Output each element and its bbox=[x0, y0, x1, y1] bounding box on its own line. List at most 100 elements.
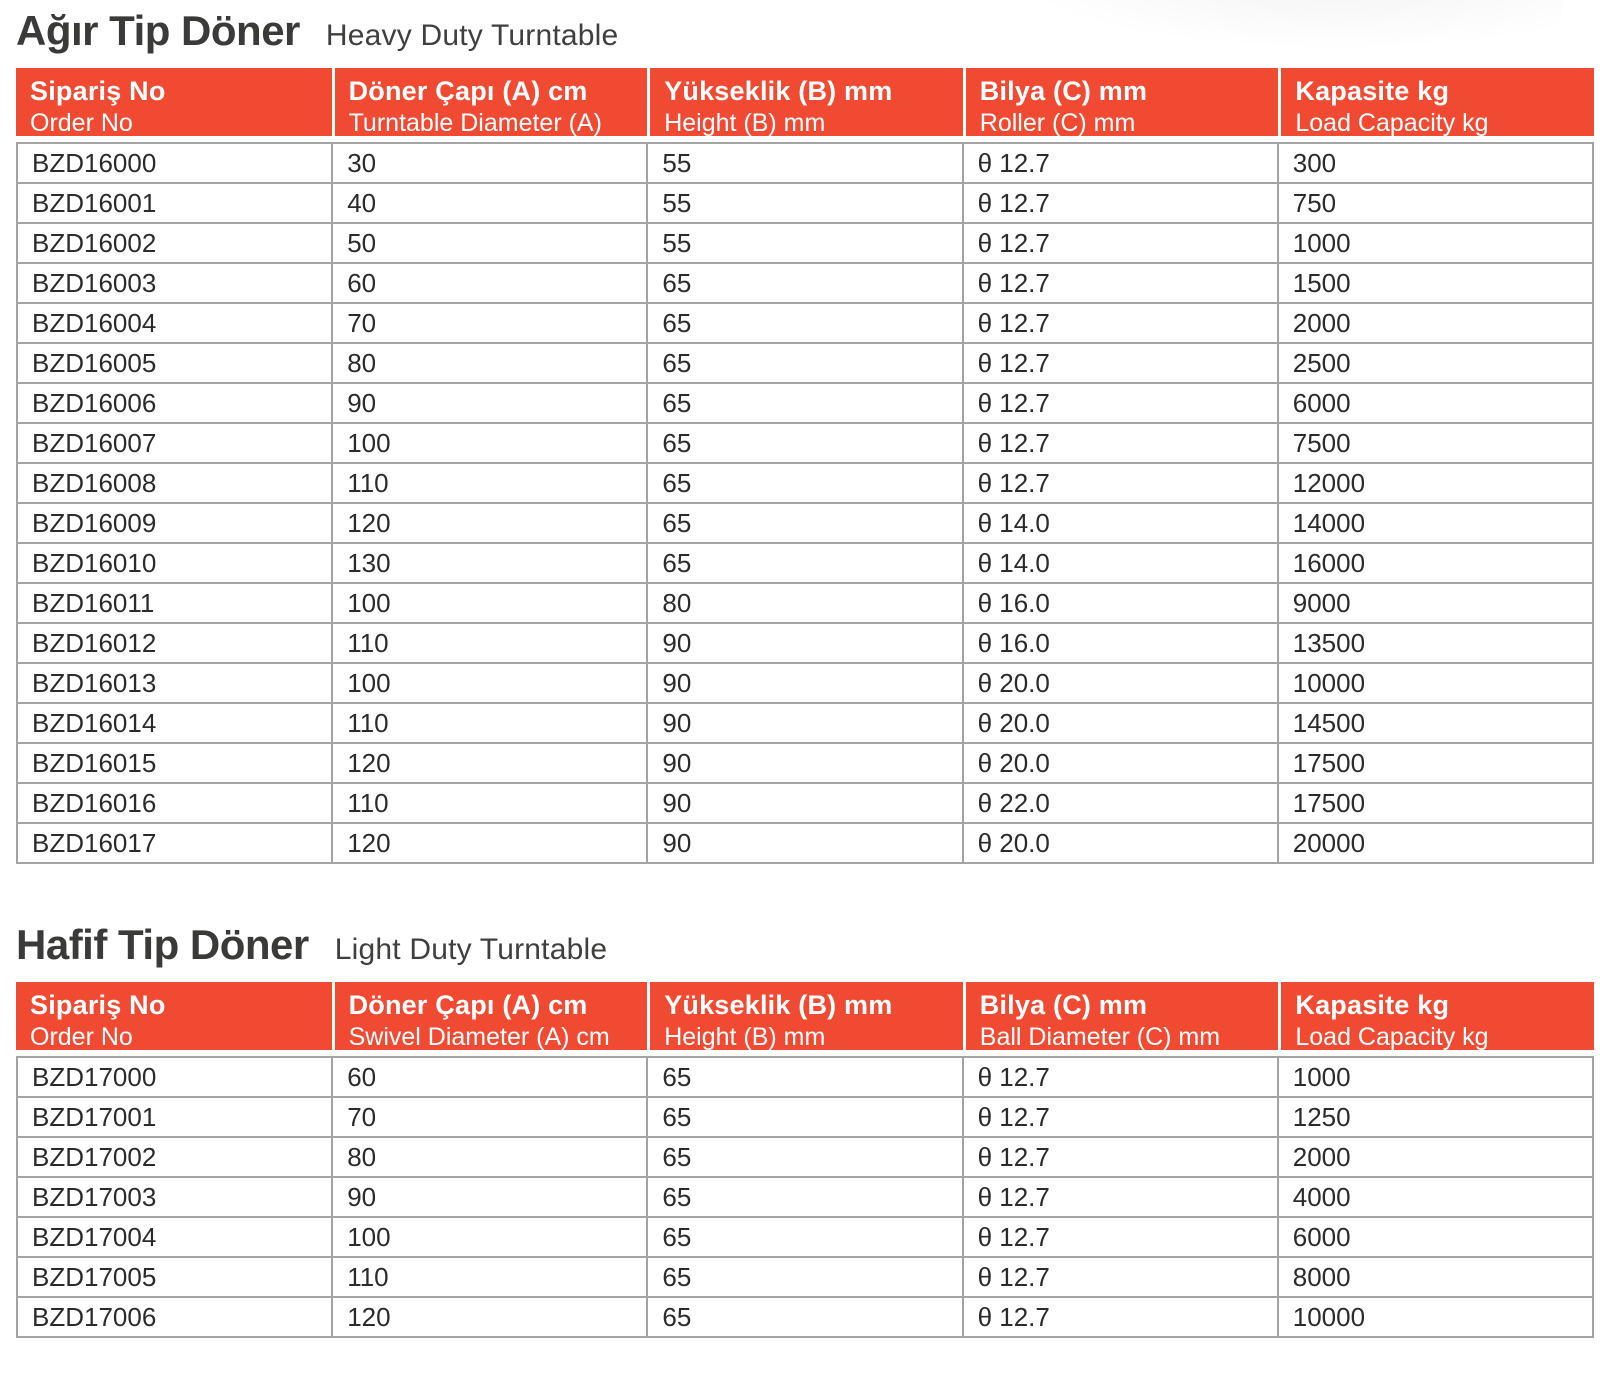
table-row: BZD16004 70 65 θ 12.7 2000 bbox=[15, 302, 1595, 345]
table-cell: 110 bbox=[331, 702, 649, 745]
table-cell: θ 22.0 bbox=[961, 782, 1279, 825]
column-header-order-no: Sipariş No Order No bbox=[16, 68, 332, 137]
table-cell: BZD17004 bbox=[15, 1216, 334, 1259]
table-cell: 120 bbox=[331, 502, 649, 545]
table-cell: θ 12.7 bbox=[961, 1056, 1279, 1099]
section-title-english: Light Duty Turntable bbox=[334, 933, 608, 967]
table-cell: 90 bbox=[331, 382, 649, 425]
table-row: BZD17004 100 65 θ 12.7 6000 bbox=[15, 1216, 1595, 1259]
table-cell: 90 bbox=[646, 702, 964, 745]
table-cell: 8000 bbox=[1276, 1256, 1595, 1299]
table-cell: 14500 bbox=[1276, 702, 1595, 745]
column-header-label-en: Turntable Diameter (A) cm bbox=[348, 108, 602, 166]
table-cell: BZD17005 bbox=[15, 1256, 334, 1299]
table-cell: 14000 bbox=[1276, 502, 1595, 545]
table-cell: 80 bbox=[331, 342, 649, 385]
table-cell: 1500 bbox=[1276, 262, 1595, 305]
column-header-label-tr: Döner Çapı (A) cm bbox=[348, 76, 588, 107]
column-header-order-no: Sipariş No Order No bbox=[16, 982, 332, 1051]
table-cell: 120 bbox=[331, 1296, 649, 1339]
column-header-label-en: Load Capacity kg bbox=[1295, 108, 1489, 137]
table-cell: BZD16012 bbox=[15, 622, 334, 665]
table-cell: BZD16011 bbox=[15, 582, 334, 625]
table-cell: θ 12.7 bbox=[961, 342, 1279, 385]
table-row: BZD16002 50 55 θ 12.7 1000 bbox=[15, 222, 1595, 265]
table-row: BZD17002 80 65 θ 12.7 2000 bbox=[15, 1136, 1595, 1179]
table-row: BZD16010 130 65 θ 14.0 16000 bbox=[15, 542, 1595, 585]
table-cell: 100 bbox=[331, 1216, 649, 1259]
column-header-label-en: Order No bbox=[30, 108, 133, 137]
table-cell: BZD16016 bbox=[15, 782, 334, 825]
table-row: BZD16007 100 65 θ 12.7 7500 bbox=[15, 422, 1595, 465]
section-title-english: Heavy Duty Turntable bbox=[325, 19, 619, 52]
table-cell: θ 20.0 bbox=[961, 822, 1279, 865]
table-cell: BZD16006 bbox=[15, 382, 334, 425]
table-cell: BZD17006 bbox=[15, 1296, 334, 1339]
table-cell: 70 bbox=[331, 1096, 649, 1139]
table-cell: 40 bbox=[331, 182, 649, 225]
table-cell: BZD16002 bbox=[15, 222, 334, 265]
column-header-ball-diameter: Bilya (C) mm Ball Diameter (C) mm bbox=[962, 982, 1279, 1051]
section-title-turkish: Hafif Tip Döner bbox=[16, 921, 309, 969]
table-cell: 12000 bbox=[1276, 462, 1595, 505]
table-cell: BZD16013 bbox=[15, 662, 334, 705]
table-cell: 300 bbox=[1276, 142, 1595, 185]
table-cell: BZD16009 bbox=[15, 502, 334, 545]
table-cell: θ 12.7 bbox=[961, 1176, 1279, 1219]
table-cell: 110 bbox=[331, 462, 649, 505]
table-cell: 10000 bbox=[1276, 1296, 1595, 1339]
table-row: BZD16013 100 90 θ 20.0 10000 bbox=[15, 662, 1595, 705]
table-cell: BZD16014 bbox=[15, 702, 334, 745]
table-cell: BZD17000 bbox=[15, 1056, 334, 1099]
table-cell: 9000 bbox=[1276, 582, 1595, 625]
column-header-capacity: Kapasite kg Load Capacity kg bbox=[1278, 68, 1594, 137]
table-cell: θ 12.7 bbox=[961, 1256, 1279, 1299]
table-cell: 16000 bbox=[1276, 542, 1595, 585]
table-cell: 1000 bbox=[1276, 222, 1595, 265]
column-header-capacity: Kapasite kg Load Capacity kg bbox=[1278, 982, 1594, 1051]
table-cell: 65 bbox=[646, 302, 964, 345]
column-header-label-tr: Sipariş No bbox=[30, 76, 166, 107]
table-cell: 6000 bbox=[1276, 382, 1595, 425]
table-cell: 6000 bbox=[1276, 1216, 1595, 1259]
table-cell: 130 bbox=[331, 542, 649, 585]
section-light-duty-turntable: Hafif Tip Döner Light Duty Turntable Sip… bbox=[15, 920, 1595, 1339]
table-cell: BZD16001 bbox=[15, 182, 334, 225]
table-row: BZD16014 110 90 θ 20.0 14500 bbox=[15, 702, 1595, 745]
table-row: BZD16000 30 55 θ 12.7 300 bbox=[15, 142, 1595, 185]
table-cell: 90 bbox=[646, 822, 964, 865]
table-cell: 65 bbox=[646, 262, 964, 305]
table-cell: 80 bbox=[646, 582, 964, 625]
table-cell: 90 bbox=[331, 1176, 649, 1219]
table-cell: 750 bbox=[1276, 182, 1595, 225]
table-cell: BZD16004 bbox=[15, 302, 334, 345]
table-cell: 65 bbox=[646, 1256, 964, 1299]
table-row: BZD16001 40 55 θ 12.7 750 bbox=[15, 182, 1595, 225]
table-cell: 70 bbox=[331, 302, 649, 345]
column-header-diameter: Döner Çapı (A) cm Turntable Diameter (A)… bbox=[331, 68, 648, 166]
table-cell: 110 bbox=[331, 782, 649, 825]
table-cell: 17500 bbox=[1276, 742, 1595, 785]
table-cell: θ 12.7 bbox=[961, 462, 1279, 505]
column-header-label-tr: Bilya (C) mm bbox=[979, 76, 1148, 107]
column-header-label-en: Height (B) mm bbox=[664, 108, 826, 137]
spec-table-light-duty: BZD17000 60 65 θ 12.7 1000 BZD17001 70 65 θ 12.7… bbox=[15, 1056, 1595, 1339]
table-cell: 50 bbox=[331, 222, 649, 265]
table-cell: 65 bbox=[646, 1096, 964, 1139]
table-cell: 17500 bbox=[1276, 782, 1595, 825]
table-cell: 1000 bbox=[1276, 1056, 1595, 1099]
table-cell: 120 bbox=[331, 742, 649, 785]
table-cell: BZD16003 bbox=[15, 262, 334, 305]
table-cell: θ 12.7 bbox=[961, 142, 1279, 185]
table-cell: θ 14.0 bbox=[961, 502, 1279, 545]
spec-table-heavy-duty: BZD16000 30 55 θ 12.7 300 BZD16001 40 55 θ 12.7 7… bbox=[15, 142, 1595, 865]
column-header-label-tr: Bilya (C) mm bbox=[979, 990, 1148, 1021]
table-cell: 65 bbox=[646, 1216, 964, 1259]
table-cell: θ 20.0 bbox=[961, 742, 1279, 785]
table-cell: θ 16.0 bbox=[961, 622, 1279, 665]
table-row: BZD16005 80 65 θ 12.7 2500 bbox=[15, 342, 1595, 385]
table-cell: 13500 bbox=[1276, 622, 1595, 665]
section-title-turkish: Ağır Tip Döner bbox=[16, 7, 300, 54]
table-cell: BZD17002 bbox=[15, 1136, 334, 1179]
column-header-label-tr: Kapasite kg bbox=[1295, 990, 1450, 1021]
